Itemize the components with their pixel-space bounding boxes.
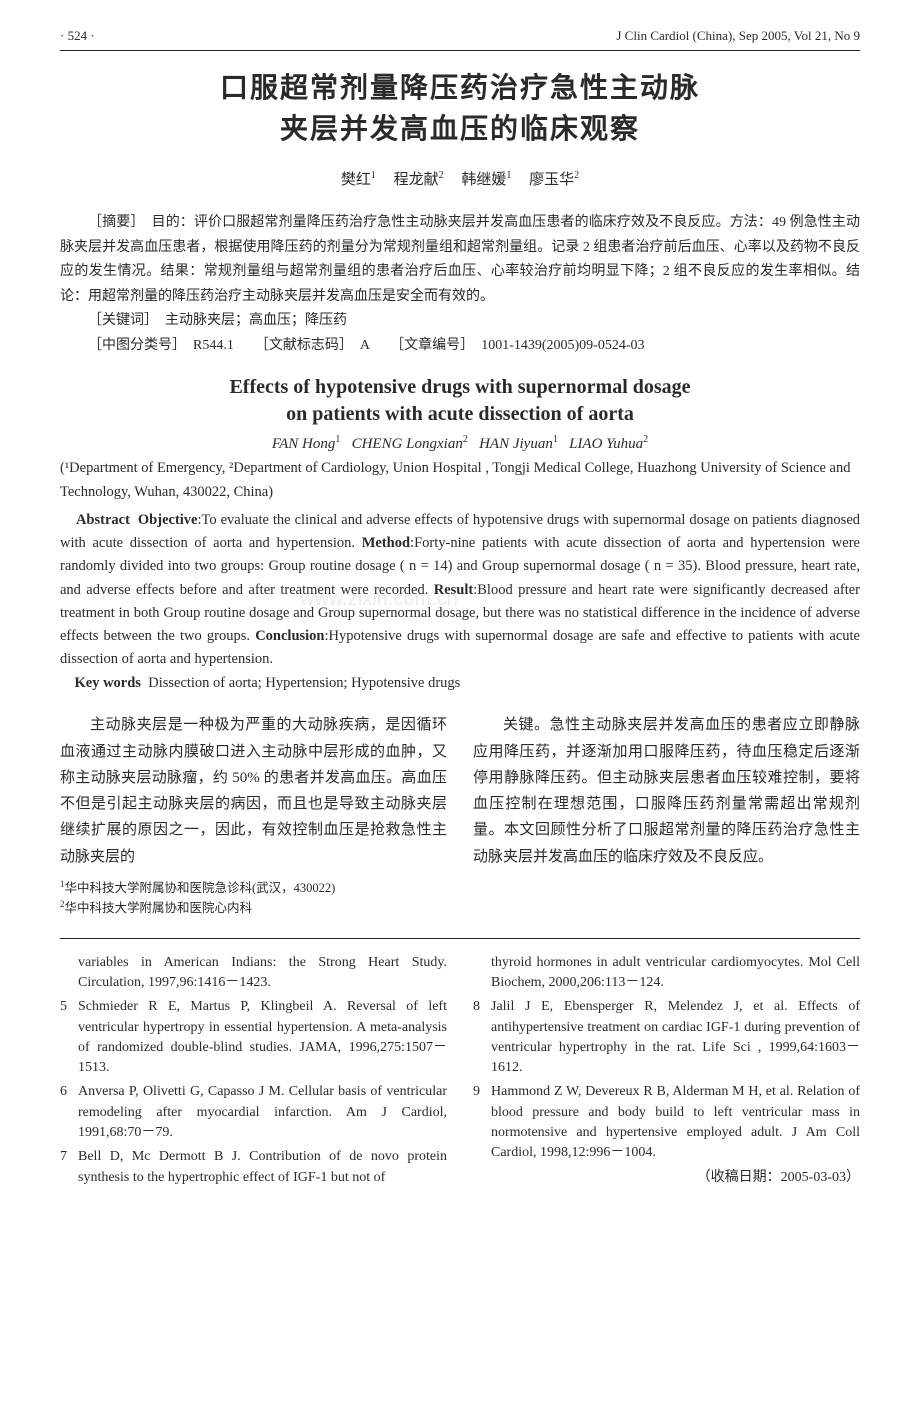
ref-item: 6Anversa P, Olivetti G, Capasso J M. Cel… bbox=[60, 1082, 447, 1143]
ref-item: 8Jalil J E, Ebensperger R, Melendez J, e… bbox=[473, 997, 860, 1078]
affiliation-en: (¹Department of Emergency, ²Department o… bbox=[60, 457, 860, 505]
authors-cn: 樊红1 程龙献2 韩继媛1 廖玉华2 bbox=[60, 168, 860, 189]
keywords-en-text: Dissection of aorta; Hypertension; Hypot… bbox=[148, 675, 460, 691]
article-id-label: ［文章编号］ bbox=[397, 338, 467, 353]
doc-label: ［文献标志码］ bbox=[262, 338, 346, 353]
classification-row: ［中图分类号］ R544.1 ［文献标志码］ A ［文章编号］ 1001-143… bbox=[60, 334, 860, 359]
keywords-en: Key words Dissection of aorta; Hypertens… bbox=[60, 675, 860, 692]
references-columns: variables in American Indians: the Stron… bbox=[60, 953, 860, 1192]
class-value: R544.1 bbox=[193, 338, 234, 353]
body-right-paragraph: 关键。急性主动脉夹层并发高血压的患者应立即静脉应用降压药，并逐渐加用口服降压药，… bbox=[473, 712, 860, 870]
result-label: Result bbox=[434, 582, 473, 598]
abstract-en-label: Abstract bbox=[76, 512, 130, 528]
abstract-cn-text: 目的：评价口服超常剂量降压药治疗急性主动脉夹层并发高血压患者的临床疗效及不良反应… bbox=[60, 215, 860, 304]
ref-item: variables in American Indians: the Stron… bbox=[60, 953, 447, 994]
journal-info: J Clin Cardiol (China), Sep 2005, Vol 21… bbox=[616, 28, 860, 44]
title-cn-line1: 口服超常剂量降压药治疗急性主动脉 bbox=[60, 69, 860, 110]
author-cn: 廖玉华2 bbox=[529, 172, 579, 188]
section-divider bbox=[60, 938, 860, 939]
author-cn: 樊红1 bbox=[341, 172, 376, 188]
keywords-cn-label: ［关键词］ bbox=[88, 313, 151, 328]
authors-en: FAN Hong1 CHENG Longxian2 HAN Jiyuan1 LI… bbox=[60, 434, 860, 453]
affil-cn-1: 华中科技大学附属协和医院急诊科(武汉，430022) bbox=[65, 881, 336, 895]
ref-item: 9Hammond Z W, Devereux R B, Alderman M H… bbox=[473, 1082, 860, 1163]
ref-item: thyroid hormones in adult ventricular ca… bbox=[473, 953, 860, 994]
doc-value: A bbox=[360, 338, 369, 353]
method-label: Method bbox=[362, 535, 410, 551]
body-left-paragraph: 主动脉夹层是一种极为严重的大动脉疾病，是因循环血液通过主动脉内膜破口进入主动脉中… bbox=[60, 712, 447, 870]
ref-item: 7Bell D, Mc Dermott B J. Contribution of… bbox=[60, 1147, 447, 1188]
affiliation-cn: 1华中科技大学附属协和医院急诊科(武汉，430022) 2华中科技大学附属协和医… bbox=[60, 878, 447, 918]
keywords-cn: ［关键词］ 主动脉夹层；高血压；降压药 bbox=[60, 309, 860, 334]
article-id-value: 1001-1439(2005)09-0524-03 bbox=[481, 338, 644, 353]
abstract-cn: ［摘要］ 目的：评价口服超常剂量降压药治疗急性主动脉夹层并发高血压患者的临床疗效… bbox=[60, 211, 860, 309]
article-title-cn: 口服超常剂量降压药治疗急性主动脉 夹层并发高血压的临床观察 bbox=[60, 69, 860, 150]
title-en-line1: Effects of hypotensive drugs with supern… bbox=[60, 374, 860, 401]
author-en: LIAO Yuhua2 bbox=[569, 436, 648, 452]
abstract-cn-label: ［摘要］ bbox=[88, 215, 138, 230]
keywords-cn-text: 主动脉夹层；高血压；降压药 bbox=[165, 313, 347, 328]
refs-left-column: variables in American Indians: the Stron… bbox=[60, 953, 447, 1192]
objective-label: Objective bbox=[138, 512, 198, 528]
ref-item: 5Schmieder R E, Martus P, Klingbeil A. R… bbox=[60, 997, 447, 1078]
class-label: ［中图分类号］ bbox=[88, 338, 179, 353]
refs-right-column: thyroid hormones in adult ventricular ca… bbox=[473, 953, 860, 1192]
title-cn-line2: 夹层并发高血压的临床观察 bbox=[60, 110, 860, 151]
article-title-en: Effects of hypotensive drugs with supern… bbox=[60, 374, 860, 428]
affil-cn-2: 华中科技大学附属协和医院心内科 bbox=[65, 901, 253, 915]
page-number: 524 bbox=[60, 28, 95, 44]
received-date: （收稿日期：2005-03-03） bbox=[473, 1168, 860, 1188]
author-en: FAN Hong1 bbox=[272, 436, 340, 452]
title-en-line2: on patients with acute dissection of aor… bbox=[60, 401, 860, 428]
running-header: 524 J Clin Cardiol (China), Sep 2005, Vo… bbox=[60, 28, 860, 51]
author-cn: 韩继媛1 bbox=[461, 172, 511, 188]
body-columns: 主动脉夹层是一种极为严重的大动脉疾病，是因循环血液通过主动脉内膜破口进入主动脉中… bbox=[60, 712, 860, 917]
abstract-en: Abstract Objective:To evaluate the clini… bbox=[60, 509, 860, 671]
conclusion-label: Conclusion bbox=[255, 628, 324, 644]
author-cn: 程龙献2 bbox=[394, 172, 444, 188]
body-left-column: 主动脉夹层是一种极为严重的大动脉疾病，是因循环血液通过主动脉内膜破口进入主动脉中… bbox=[60, 712, 447, 917]
author-en: CHENG Longxian2 bbox=[352, 436, 468, 452]
author-en: HAN Jiyuan1 bbox=[479, 436, 558, 452]
keywords-en-label: Key words bbox=[75, 675, 141, 691]
body-right-column: 关键。急性主动脉夹层并发高血压的患者应立即静脉应用降压药，并逐渐加用口服降压药，… bbox=[473, 712, 860, 917]
